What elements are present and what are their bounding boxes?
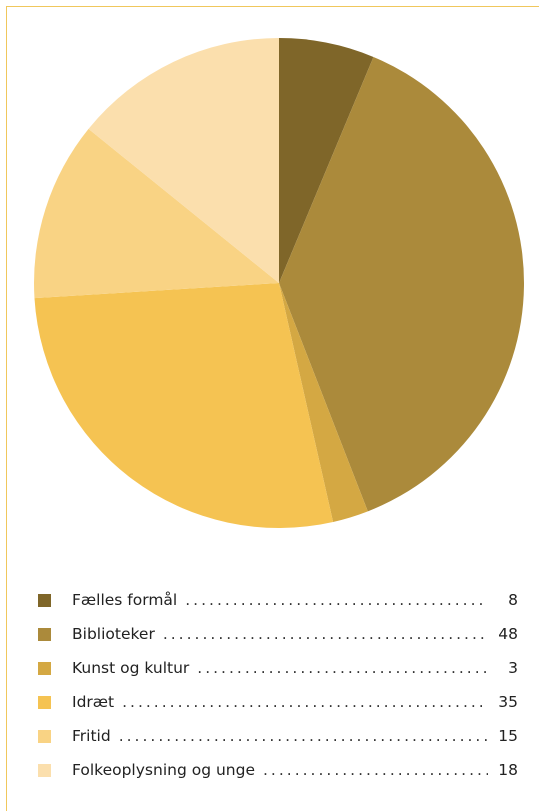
legend-value: 35 (498, 693, 518, 711)
legend-swatch (38, 763, 51, 777)
legend-value: 48 (498, 625, 518, 643)
pie-chart (34, 37, 525, 528)
dot-leader: ........................................… (122, 693, 488, 711)
legend-swatch (38, 661, 51, 675)
pie-slice (279, 56, 525, 512)
dot-leader: ........................................… (197, 659, 488, 677)
legend-swatch (38, 729, 51, 743)
legend-label: Kunst og kultur (72, 659, 194, 677)
legend: Fælles formål ..........................… (38, 583, 518, 787)
legend-item: Fritid .................................… (38, 719, 518, 753)
pie-slice (88, 37, 279, 283)
legend-swatch (38, 695, 51, 709)
legend-value: 8 (508, 591, 518, 609)
chart-frame (6, 6, 539, 811)
legend-value: 18 (498, 761, 518, 779)
legend-label: Fritid (72, 727, 115, 745)
legend-swatch (38, 627, 51, 641)
legend-label: Idræt (72, 693, 119, 711)
legend-item: Folkeoplysning og unge .................… (38, 753, 518, 787)
dot-leader: ........................................… (185, 591, 488, 609)
legend-value: 3 (508, 659, 518, 677)
legend-label: Folkeoplysning og unge (72, 761, 259, 779)
legend-label: Fælles formål (72, 591, 182, 609)
legend-label: Biblioteker (72, 625, 159, 643)
legend-value: 15 (498, 727, 518, 745)
dot-leader: ........................................… (262, 761, 488, 779)
pie-slice (34, 128, 280, 299)
legend-swatch (38, 593, 51, 607)
legend-item: Idræt ..................................… (38, 685, 518, 719)
dot-leader: ........................................… (162, 625, 488, 643)
legend-item: Biblioteker ............................… (38, 617, 518, 651)
legend-item: Fælles formål ..........................… (38, 583, 518, 617)
pie-slice (279, 38, 374, 283)
dot-leader: ........................................… (118, 727, 488, 745)
pie-slice (279, 283, 368, 522)
pie-slice (34, 283, 334, 528)
legend-item: Kunst og kultur ........................… (38, 651, 518, 685)
